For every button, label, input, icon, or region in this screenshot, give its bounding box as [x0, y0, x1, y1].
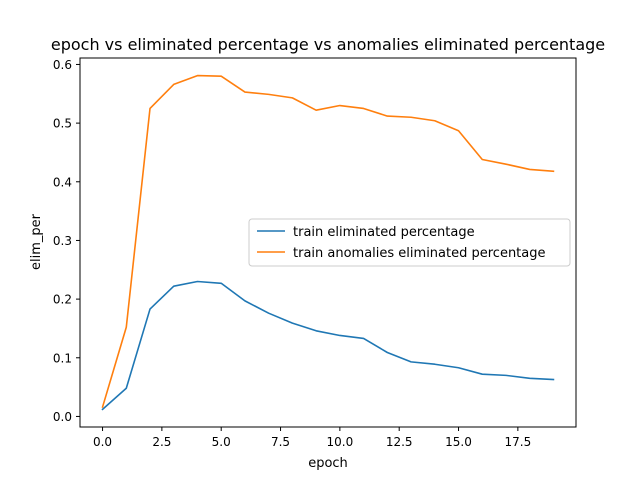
x-tick-label: 2.5	[152, 435, 171, 449]
x-tick-label: 7.5	[271, 435, 290, 449]
y-tick-label: 0.0	[53, 410, 72, 424]
y-axis-label: elim_per	[29, 213, 44, 270]
y-tick-label: 0.1	[53, 351, 72, 365]
x-tick-label: 12.5	[386, 435, 413, 449]
x-tick-label: 0.0	[93, 435, 112, 449]
x-axis: 0.0 2.5 5.0 7.5 10.0 12.5 15.0 17.5	[93, 427, 531, 449]
legend-box	[248, 218, 571, 267]
y-tick-label: 0.3	[53, 234, 72, 248]
x-axis-label: epoch	[308, 456, 348, 471]
series-line-1	[101, 280, 555, 411]
y-tick-label: 0.4	[53, 175, 72, 189]
x-tick-label: 17.5	[504, 435, 531, 449]
legend: train eliminated percentage train anomali…	[248, 218, 571, 267]
series-line-2	[101, 74, 555, 409]
x-tick-label: 15.0	[445, 435, 472, 449]
y-tick-label: 0.5	[53, 117, 72, 131]
y-axis: 0.0 0.1 0.2 0.3 0.4 0.5 0.6	[53, 58, 80, 424]
plot-area	[101, 74, 555, 411]
chart-title: epoch vs eliminated percentage vs anomal…	[51, 35, 605, 54]
x-tick-label: 5.0	[212, 435, 231, 449]
legend-label-2: train anomalies eliminated percentage	[293, 246, 546, 261]
y-tick-label: 0.6	[53, 58, 72, 72]
legend-label-1: train eliminated percentage	[293, 225, 475, 240]
y-tick-label: 0.2	[53, 293, 72, 307]
axes-frame	[79, 57, 577, 428]
x-tick-label: 10.0	[327, 435, 354, 449]
